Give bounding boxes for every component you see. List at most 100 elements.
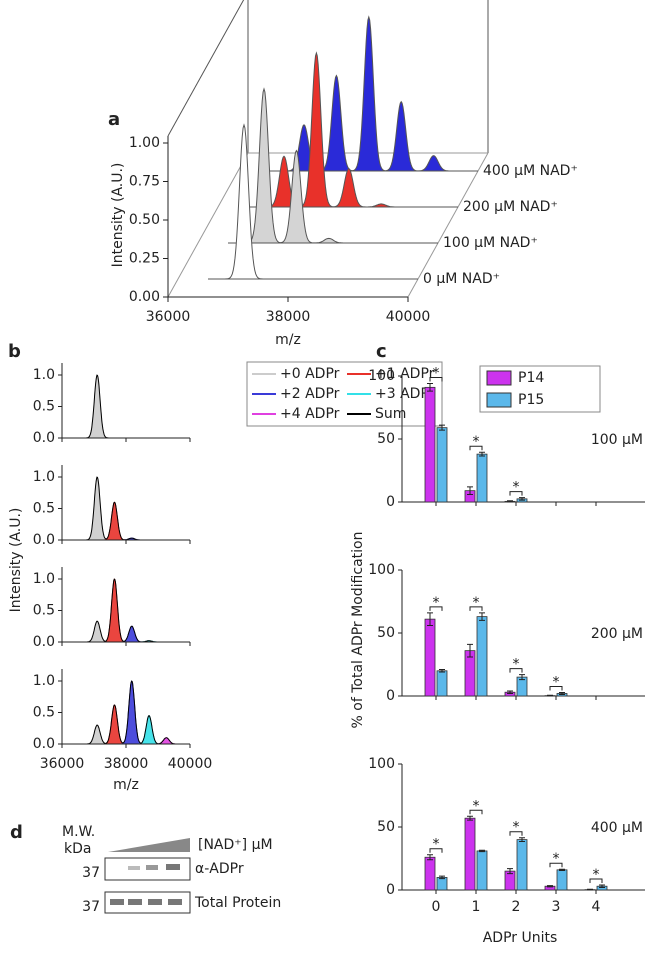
sum-line xyxy=(62,579,190,642)
legend-swatch xyxy=(487,371,511,385)
significance-label: * xyxy=(513,657,520,673)
y-tick-label: 0.75 xyxy=(129,174,160,190)
significance-label: * xyxy=(473,595,480,611)
spectrum xyxy=(248,53,458,207)
bar xyxy=(437,877,447,890)
band xyxy=(128,899,142,905)
sum-line xyxy=(62,681,190,744)
marker-label: 37 xyxy=(82,899,100,915)
significance-label: * xyxy=(473,434,480,450)
y-tick-label: 1.0 xyxy=(33,571,55,587)
series-label: 400 μM NAD⁺ xyxy=(483,163,578,179)
bar xyxy=(557,870,567,890)
y-tick-label: 0 xyxy=(386,688,395,704)
legend-label: P15 xyxy=(518,392,544,408)
series-label: 0 μM NAD⁺ xyxy=(423,271,500,287)
x-axis-title: m/z xyxy=(275,332,301,348)
y-tick-label: 0 xyxy=(386,882,395,898)
x-axis-title: ADPr Units xyxy=(483,930,558,946)
band xyxy=(148,899,162,905)
component-peak xyxy=(62,477,190,540)
sum-line xyxy=(62,477,190,540)
x-tick-label: 40000 xyxy=(386,309,431,325)
y-tick-label: 0.50 xyxy=(129,212,160,228)
spectrum xyxy=(268,17,478,171)
mw-label: M.W. xyxy=(62,824,95,840)
panel-condition: 100 μM xyxy=(591,432,643,448)
significance-label: * xyxy=(593,867,600,883)
panel-condition: 400 μM xyxy=(591,820,643,836)
legend-label: +4 ADPr xyxy=(280,406,340,422)
bar xyxy=(465,818,475,890)
y-tick-label: 50 xyxy=(377,819,395,835)
y-tick-label: 1.0 xyxy=(33,673,55,689)
y-tick-label: 0.5 xyxy=(33,501,55,517)
band xyxy=(166,864,180,870)
sum-line xyxy=(62,375,190,438)
legend-swatch xyxy=(487,393,511,407)
significance-label: * xyxy=(513,820,520,836)
x-tick-label: 4 xyxy=(592,899,601,915)
x-tick-label: 40000 xyxy=(168,756,213,772)
legend-label: +2 ADPr xyxy=(280,386,340,402)
blot-row-label: Total Protein xyxy=(194,895,281,911)
y-tick-label: 0.0 xyxy=(33,634,55,650)
y-tick-label: 100 xyxy=(368,756,395,772)
bar xyxy=(477,851,487,890)
legend-label: P14 xyxy=(518,370,544,386)
legend-label: +0 ADPr xyxy=(280,366,340,382)
y-tick-label: 0 xyxy=(386,494,395,510)
band xyxy=(128,866,140,870)
component-peak xyxy=(62,502,190,540)
y-tick-label: 1.0 xyxy=(33,367,55,383)
frame-line xyxy=(168,0,248,136)
x-tick-label: 38000 xyxy=(104,756,149,772)
unit-label: kDa xyxy=(64,841,91,857)
significance-label: * xyxy=(513,480,520,496)
y-tick-label: 50 xyxy=(377,431,395,447)
x-tick-label: 36000 xyxy=(146,309,191,325)
y-tick-label: 1.00 xyxy=(129,135,160,151)
significance-label: * xyxy=(433,366,440,382)
y-tick-label: 100 xyxy=(368,368,395,384)
significance-label: * xyxy=(433,595,440,611)
y-tick-label: 0.5 xyxy=(33,705,55,721)
blot-row-label: α-ADPr xyxy=(195,861,244,877)
y-tick-label: 0.00 xyxy=(129,289,160,305)
y-tick-label: 0.5 xyxy=(33,603,55,619)
marker-label: 37 xyxy=(82,865,100,881)
panel-label: c xyxy=(376,341,387,362)
component-peak xyxy=(62,375,190,438)
y-axis-title: Intensity (A.U.) xyxy=(110,163,126,268)
x-tick-label: 2 xyxy=(512,899,521,915)
x-axis-title: m/z xyxy=(113,777,139,793)
gradient-label: [NAD⁺] μM xyxy=(198,837,273,853)
y-tick-label: 100 xyxy=(368,562,395,578)
significance-label: * xyxy=(553,851,560,867)
panel-label: b xyxy=(8,341,21,362)
bar xyxy=(477,617,487,696)
y-axis-title: % of Total ADPr Modification xyxy=(350,532,366,729)
component-peak xyxy=(62,579,190,642)
y-tick-label: 1.0 xyxy=(33,469,55,485)
y-tick-label: 50 xyxy=(377,625,395,641)
significance-label: * xyxy=(433,837,440,853)
bar xyxy=(425,619,435,696)
y-tick-label: 0.25 xyxy=(129,251,160,267)
y-tick-label: 0.0 xyxy=(33,736,55,752)
bar xyxy=(437,428,447,502)
series-label: 200 μM NAD⁺ xyxy=(463,199,558,215)
y-tick-label: 0.5 xyxy=(33,399,55,415)
x-tick-label: 3 xyxy=(552,899,561,915)
error-bar xyxy=(547,695,553,696)
bar xyxy=(477,454,487,502)
bar xyxy=(465,651,475,696)
band xyxy=(110,899,124,905)
error-bar xyxy=(587,889,593,890)
gradient-wedge xyxy=(108,838,190,852)
bar xyxy=(437,671,447,696)
bar xyxy=(425,857,435,890)
y-axis-title: Intensity (A.U.) xyxy=(8,508,24,613)
